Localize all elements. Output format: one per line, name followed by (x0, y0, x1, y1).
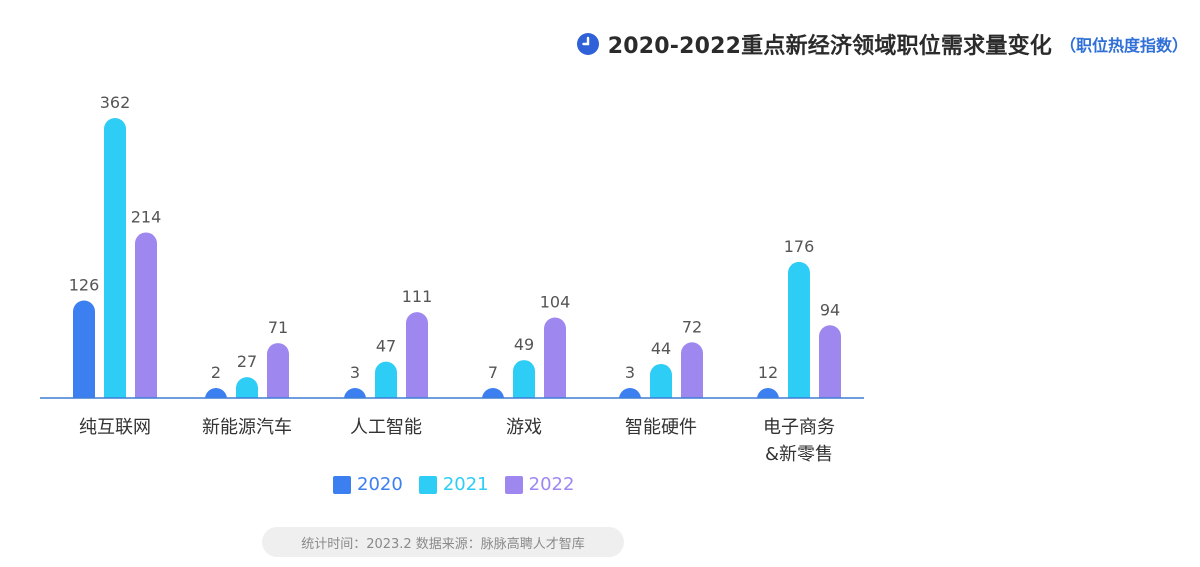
bar-2021-4 (650, 363, 672, 398)
bar-2020-4 (619, 388, 641, 399)
value-label-2020-1: 2 (211, 363, 221, 382)
value-label-2022-5: 94 (820, 300, 840, 319)
category-label-2: 人工智能 (350, 417, 422, 438)
category-label-3: 游戏 (506, 417, 542, 438)
bar-2022-2 (406, 312, 428, 398)
legend-item-2020: 2020 (333, 474, 403, 495)
value-label-2021-3: 49 (514, 335, 534, 354)
labels-group: 126 362 214 纯互联网 2 27 71 新能源汽车 3 47 111 人工智能 7 49 104 游… (69, 93, 840, 465)
category-label-0: 纯互联网 (79, 417, 151, 438)
legend-swatch-2021 (418, 475, 437, 494)
value-label-2022-2: 111 (402, 287, 433, 306)
legend-swatch-2022 (504, 475, 523, 494)
category-label-4: 智能硬件 (625, 417, 697, 438)
value-label-2020-0: 126 (69, 276, 100, 295)
bar-2022-5 (819, 325, 841, 398)
legend-label-2020: 2020 (357, 474, 403, 495)
bar-2022-4 (681, 342, 703, 398)
bar-2022-0 (135, 232, 157, 398)
bars-group (73, 118, 841, 399)
bar-2021-5 (788, 261, 810, 398)
bar-2020-5 (757, 388, 779, 399)
value-label-2022-4: 72 (682, 317, 702, 336)
value-label-2020-4: 3 (625, 363, 635, 382)
value-label-2020-3: 7 (488, 363, 498, 382)
value-label-2020-5: 12 (758, 363, 778, 382)
chart-subtitle: （职位热度指数） (1059, 36, 1188, 55)
bar-2021-2 (375, 361, 397, 398)
source-note: 统计时间：2023.2 数据来源：脉脉高聘人才智库 (262, 527, 624, 557)
value-label-2021-2: 47 (376, 337, 396, 356)
value-label-2021-0: 362 (100, 93, 131, 112)
bar-2020-0 (73, 300, 95, 398)
category-label-5-line0: 电子商务 (763, 417, 835, 438)
value-label-2021-5: 176 (784, 237, 815, 256)
bar-2021-0 (104, 118, 126, 398)
value-label-2021-4: 44 (651, 339, 671, 358)
bar-2022-3 (544, 317, 566, 398)
bar-2020-3 (482, 388, 504, 399)
legend-label-2022: 2022 (528, 474, 575, 495)
value-label-2022-3: 104 (540, 293, 571, 312)
legend-label-2021: 2021 (442, 474, 489, 495)
chart-title: 2020-2022重点新经济领域职位需求量变化 (607, 34, 1052, 59)
category-label-5-line1: &新零售 (765, 444, 833, 465)
clock-icon (576, 33, 599, 55)
bar-2021-1 (236, 377, 258, 398)
value-label-2020-2: 3 (350, 363, 360, 382)
value-label-2022-1: 71 (268, 318, 288, 337)
value-label-2022-0: 214 (131, 207, 162, 226)
bar-2020-1 (205, 388, 227, 399)
legend-item-2021: 2021 (418, 474, 489, 495)
legend-item-2022: 2022 (504, 474, 575, 495)
bar-2022-1 (267, 343, 289, 398)
legend-swatch-2020 (333, 475, 351, 494)
category-label-1: 新能源汽车 (202, 417, 292, 438)
bar-2021-3 (513, 360, 535, 398)
bar-2020-2 (344, 388, 366, 399)
chart-header: 2020-2022重点新经济领域职位需求量变化 （职位热度指数） (576, 28, 1188, 60)
value-label-2021-1: 27 (237, 352, 257, 371)
legend: 2020 2021 2022 (333, 474, 590, 495)
